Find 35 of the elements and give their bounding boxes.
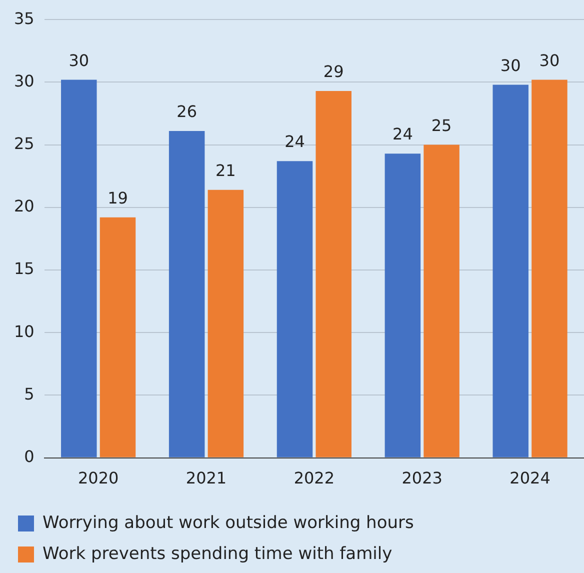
bar: [276, 161, 313, 458]
data-label: 29: [323, 62, 344, 82]
bar: [168, 131, 205, 458]
data-label: 30: [500, 56, 521, 75]
data-label: 24: [392, 124, 413, 144]
bar: [424, 144, 460, 458]
y-tick-label: 0: [24, 446, 34, 466]
bar: [61, 80, 97, 458]
y-tick-label: 35: [14, 8, 34, 28]
data-label: 30: [68, 50, 90, 70]
bar: [384, 154, 421, 458]
x-tick-label: 2024: [510, 468, 550, 488]
y-tick-label: 30: [14, 71, 34, 90]
x-tick-label: 2021: [186, 468, 227, 488]
legend-label: Worrying about work outside working hours: [42, 512, 414, 533]
x-tick-label: 2022: [294, 468, 335, 488]
y-tick-label: 20: [14, 196, 34, 216]
y-tick-label: 25: [14, 134, 34, 153]
bar: [532, 80, 568, 458]
y-tick-label: 15: [14, 259, 34, 278]
legend-label: Work prevents spending time with family: [42, 544, 392, 564]
bar: [208, 190, 244, 458]
bar: [100, 217, 136, 458]
y-tick-label: 5: [24, 384, 34, 404]
data-label: 21: [216, 161, 236, 180]
bar: [316, 90, 352, 458]
x-tick-label: 2020: [78, 468, 119, 488]
data-label: 25: [431, 116, 452, 135]
y-tick-label: 10: [14, 322, 34, 341]
x-tick-label: 2023: [402, 468, 442, 488]
data-label: 24: [284, 132, 305, 152]
data-label: 26: [176, 102, 198, 122]
bar: [492, 84, 528, 458]
data-label: 30: [539, 50, 560, 70]
data-label: 19: [108, 188, 128, 208]
